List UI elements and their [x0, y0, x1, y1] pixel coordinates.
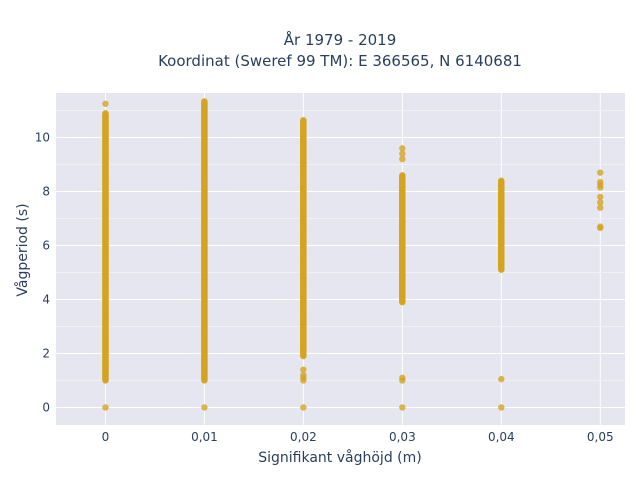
data-point — [597, 199, 604, 206]
x-tick-label: 0,02 — [290, 430, 317, 444]
data-point — [498, 404, 505, 411]
data-point — [102, 137, 109, 144]
data-point — [498, 177, 505, 184]
data-point — [201, 404, 208, 411]
x-tick-label: 0,05 — [587, 430, 614, 444]
y-tick-label: 0 — [42, 400, 50, 414]
y-tick-label: 4 — [42, 292, 50, 306]
data-point — [102, 126, 109, 133]
x-tick-label: 0,04 — [488, 430, 515, 444]
data-point — [399, 404, 406, 411]
data-point — [102, 112, 109, 120]
y-axis-label: Vågperiod (s) — [14, 203, 31, 296]
data-point — [102, 100, 109, 107]
x-tick-label: 0 — [102, 430, 110, 444]
data-point — [399, 155, 406, 163]
x-tick-label: 0,03 — [389, 430, 416, 444]
chart-title-line2: Koordinat (Sweref 99 TM): E 366565, N 61… — [158, 52, 522, 70]
data-point — [597, 193, 604, 201]
data-point — [300, 117, 307, 124]
y-axis-ticks: 0 2 4 6 8 10 — [35, 131, 50, 415]
grid-lines — [56, 93, 625, 425]
x-tick-label: 0,01 — [191, 430, 218, 444]
y-tick-label: 6 — [42, 239, 50, 253]
data-point — [597, 204, 604, 211]
plot-area — [56, 93, 625, 425]
data-point — [597, 169, 604, 176]
y-tick-label: 10 — [35, 131, 50, 145]
data-point — [300, 371, 307, 379]
data-point — [399, 172, 406, 179]
data-point — [399, 374, 406, 381]
data-point — [300, 366, 307, 373]
data-point — [102, 404, 109, 411]
data-points — [102, 98, 604, 411]
y-tick-label: 2 — [42, 346, 50, 360]
data-point — [597, 223, 604, 230]
data-point — [399, 150, 406, 157]
data-point — [102, 147, 109, 155]
data-point — [300, 404, 307, 411]
data-point — [201, 98, 208, 105]
data-point — [597, 178, 604, 186]
x-axis-ticks: 0 0,01 0,02 0,03 0,04 0,05 — [102, 430, 614, 444]
x-axis-label: Signifikant våghöjd (m) — [258, 449, 421, 466]
data-point — [399, 145, 406, 152]
y-tick-label: 8 — [42, 185, 50, 199]
data-point — [498, 375, 505, 383]
data-point — [102, 118, 109, 125]
chart-title-line1: År 1979 - 2019 — [284, 30, 397, 49]
